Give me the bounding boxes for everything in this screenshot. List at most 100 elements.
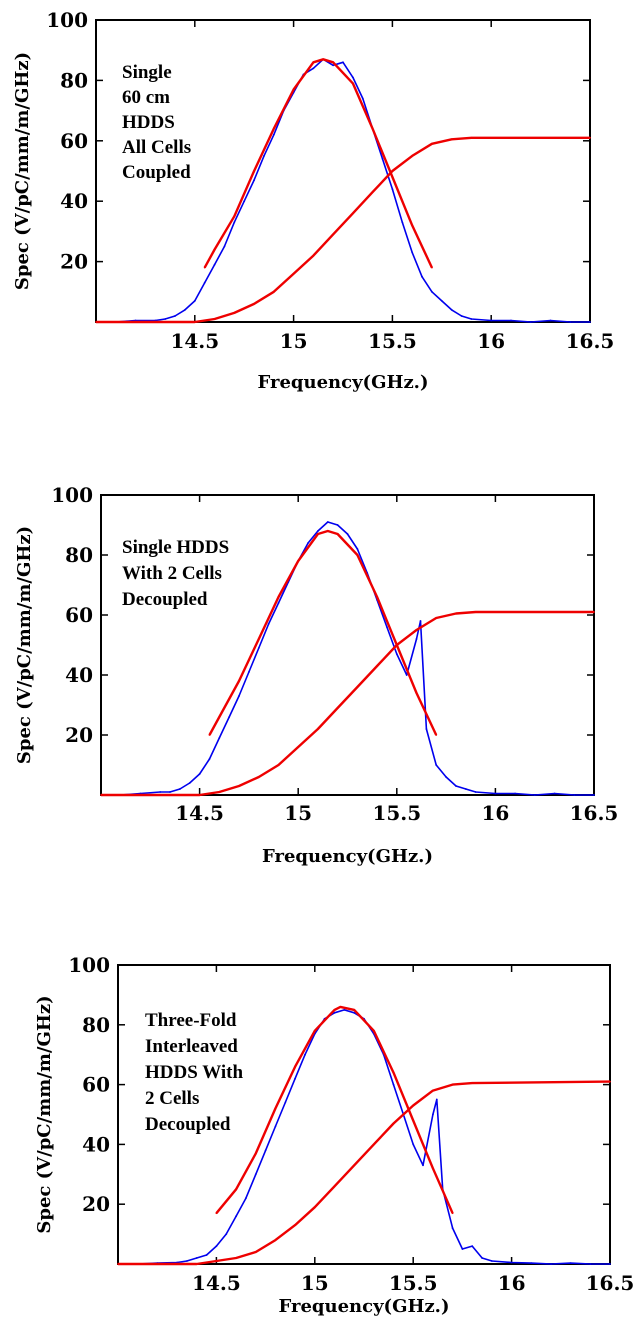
annotation-line: Single [122,62,172,83]
y-axis-title: Spec (V/pC/mm/m/GHz) [12,52,33,290]
data-point [326,530,329,532]
y-tick-label: 20 [82,1192,110,1216]
data-point [451,1227,454,1229]
annotation-line: HDDS [122,112,175,133]
data-point [245,1197,247,1200]
annotation-line: All Cells [122,137,191,158]
data-point [440,300,443,302]
data-point [435,617,438,619]
data-point [422,1164,424,1167]
data-point [381,158,384,160]
data-point [313,1206,316,1209]
data-point [589,1263,592,1265]
data-point [431,266,433,269]
data-point [218,737,221,739]
x-tick-label: 15.5 [372,801,421,825]
data-point [284,1101,287,1104]
data-point [312,254,315,257]
chart-panel-3: 20 40 60 80 100 14.5 15 15.5 16 16.5 Frequency(GHz… [34,953,634,1317]
data-point [431,142,433,145]
data-point [411,224,414,227]
data-point [257,638,260,640]
data-point [412,1119,415,1122]
y-tick-label: 60 [65,603,93,627]
x-tick-label: 15 [301,1271,329,1295]
data-point [233,312,236,314]
data-point [445,776,447,778]
data-point [474,611,477,613]
y-tick-label: 20 [60,250,88,274]
plot-frame [95,19,591,323]
data-point [238,680,240,682]
data-point [218,791,221,793]
data-point [352,76,354,79]
data-point [267,623,270,625]
data-point [372,1143,375,1146]
data-point [451,1083,454,1086]
data-point [100,794,102,796]
data-point [481,1257,483,1259]
annotation-line: Single HDDS [122,537,229,558]
data-point [474,791,477,793]
data-point [95,321,97,323]
data-point [553,792,556,795]
data-point [263,155,265,157]
gaussian-fit-series [208,529,438,736]
data-point [529,321,532,323]
data-point [322,58,325,61]
data-point [307,542,309,544]
data-point [533,794,536,796]
x-axis-title: Frequency(GHz.) [258,372,429,393]
gaussian-fit-series [203,58,433,269]
data-point [435,1098,438,1101]
x-axis-title: Frequency(GHz.) [262,846,433,867]
data-point [257,776,260,778]
data-point [317,530,319,532]
data-point [208,758,211,760]
y-tick-label: 100 [51,483,93,507]
data-point [371,191,374,194]
data-point [455,612,457,615]
x-tick-label: 15.5 [368,329,417,353]
cumulative-fit-series [101,610,594,797]
x-tick-label: 16 [498,1271,526,1295]
data-point [460,315,463,317]
y-tick-label: 20 [65,723,93,747]
y-tick-label: 100 [46,8,88,32]
data-point [243,200,246,203]
annotation-line: Interleaved [145,1036,238,1057]
y-tick-label: 40 [60,189,88,213]
data-point [419,620,422,622]
data-point [421,275,423,278]
data-point [609,1080,611,1083]
data-point [169,791,171,793]
data-point [292,272,295,275]
data-point [235,1188,238,1191]
data-point [353,1011,356,1014]
data-point [392,1071,395,1074]
data-point [589,136,591,139]
data-point [569,321,572,323]
data-point [353,1009,356,1011]
y-tick-label: 40 [65,663,93,687]
data-point [208,734,211,736]
data-point [274,1107,277,1110]
data-point [184,309,186,311]
data-point [218,716,221,718]
data-point [490,319,493,322]
data-point [450,309,453,311]
data-point [264,1149,267,1152]
data-point [346,533,349,535]
data-point [435,734,438,736]
data-point [371,127,374,130]
data-point [228,716,231,718]
x-tick-label: 16 [477,329,505,353]
data-point [336,524,339,526]
data-point [188,782,191,784]
data-point [272,127,275,130]
chart-panel-1: 20 40 60 80 100 14.5 15 15.5 16 16.5 Frequency(GHz… [12,8,614,393]
data-point [304,1053,306,1056]
data-point [352,212,354,215]
data-point [215,1260,218,1262]
spectrum-series [120,521,594,796]
